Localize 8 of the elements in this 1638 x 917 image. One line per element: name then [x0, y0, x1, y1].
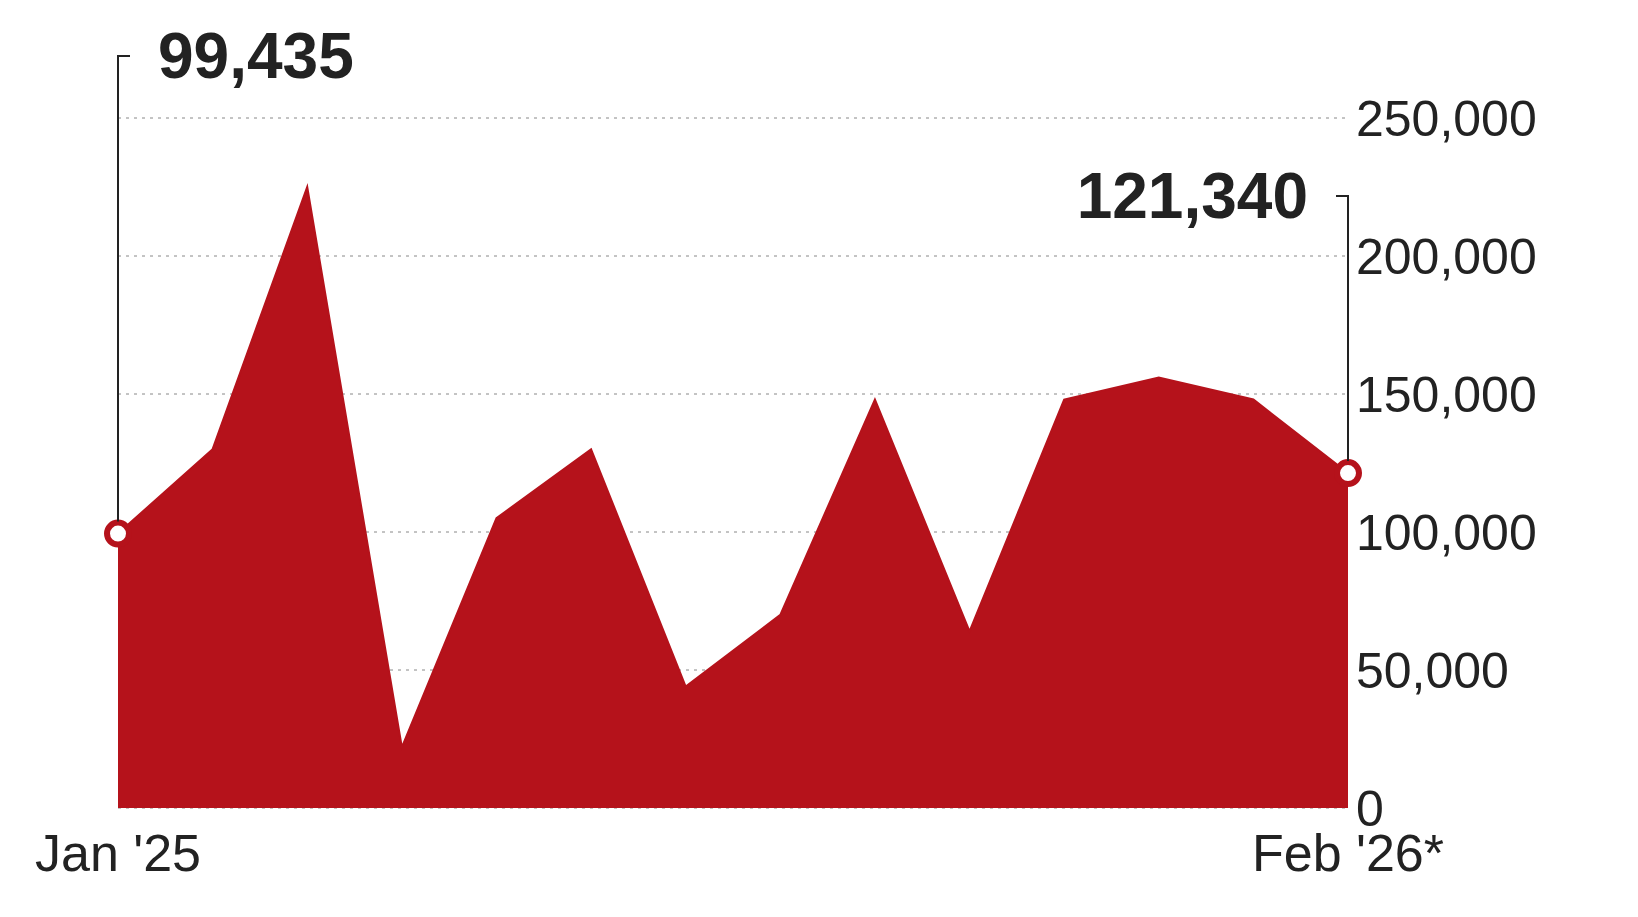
y-tick-label: 100,000	[1356, 504, 1537, 561]
data-label: 121,340	[1076, 160, 1308, 232]
x-tick-label: Jan '25	[34, 824, 202, 882]
y-tick-label: 50,000	[1356, 642, 1509, 699]
data-label: 99,435	[158, 20, 354, 92]
y-tick-label: 150,000	[1356, 366, 1537, 423]
y-tick-label: 200,000	[1356, 228, 1537, 285]
y-tick-label: 250,000	[1356, 90, 1537, 147]
